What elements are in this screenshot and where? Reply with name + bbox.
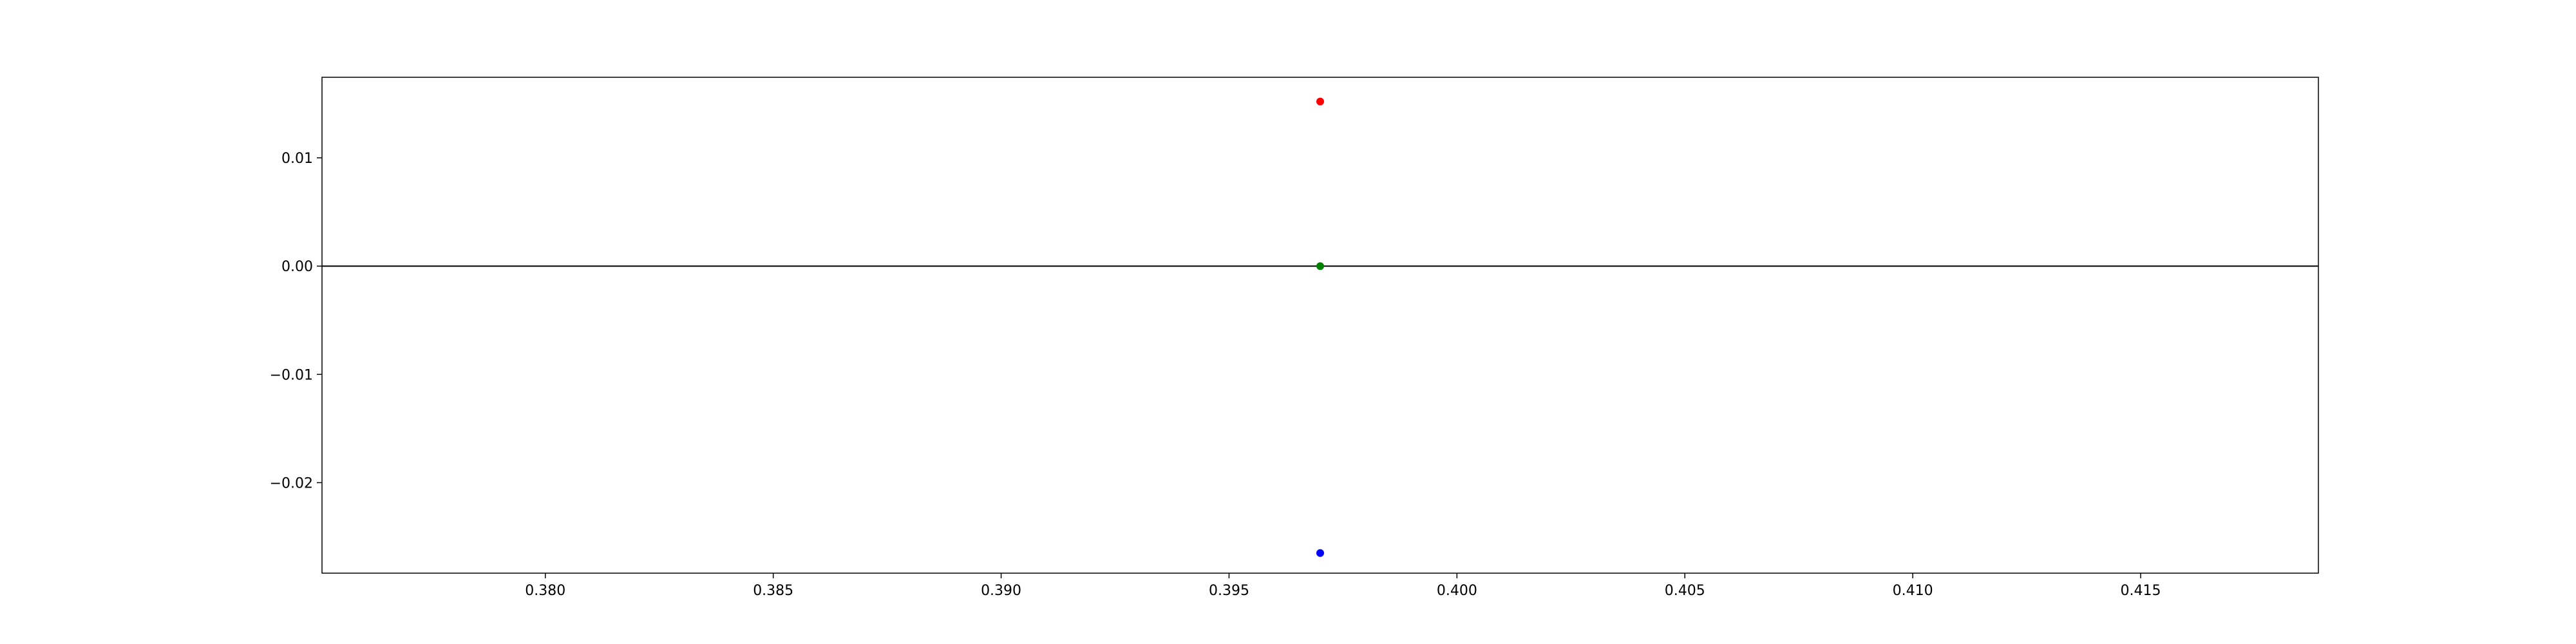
- x-tick-label: 0.385: [753, 583, 793, 599]
- points-layer: [1316, 97, 1324, 557]
- x-tick-label: 0.415: [2120, 583, 2161, 599]
- y-tick-label: 0.00: [281, 259, 313, 275]
- data-point: [1316, 97, 1324, 106]
- x-tick-label: 0.405: [1665, 583, 1705, 599]
- y-tick-label: −0.01: [270, 367, 313, 383]
- y-tick-label: 0.01: [281, 151, 313, 167]
- data-point: [1316, 549, 1324, 557]
- x-tick-label: 0.410: [1893, 583, 1933, 599]
- x-axis: 0.380 0.385 0.390 0.395 0.400 0.405 0.410 0.415: [525, 573, 2161, 599]
- x-tick-label: 0.380: [525, 583, 565, 599]
- data-point: [1316, 262, 1324, 270]
- plot-area-frame: [321, 77, 2319, 574]
- y-axis: 0.01 0.00 −0.01 −0.02: [270, 151, 322, 491]
- x-tick-label: 0.400: [1437, 583, 1477, 599]
- x-tick-label: 0.395: [1209, 583, 1249, 599]
- y-tick-label: −0.02: [270, 475, 313, 491]
- x-tick-label: 0.390: [981, 583, 1021, 599]
